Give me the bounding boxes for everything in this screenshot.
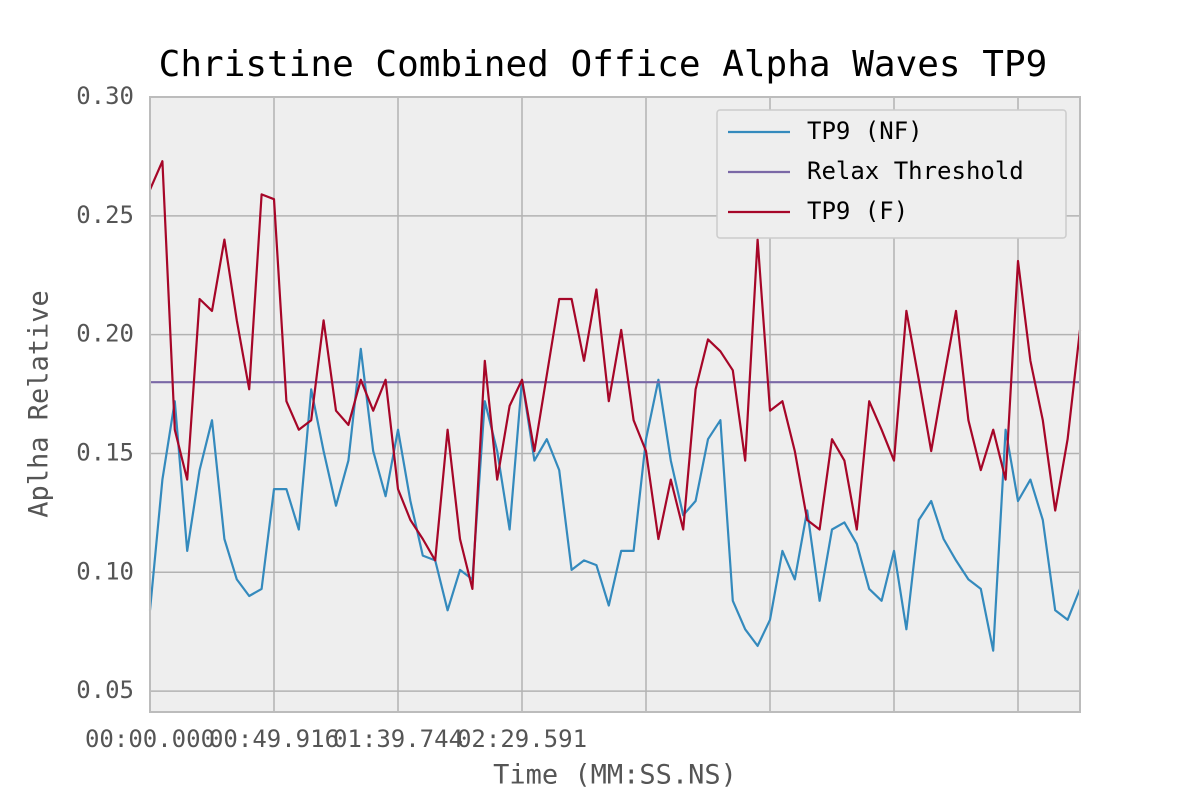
- x-tick-label: 01:39.744: [333, 725, 463, 753]
- y-axis-label: Aplha Relative: [24, 290, 55, 518]
- legend-label: TP9 (NF): [807, 117, 923, 145]
- series-line: [148, 160, 1082, 590]
- y-tick-label: 0.05: [76, 676, 134, 704]
- lines: [148, 160, 1082, 652]
- y-tick-label: 0.10: [76, 557, 134, 585]
- y-tick-label: 0.20: [76, 320, 134, 348]
- y-tick-label: 0.25: [76, 201, 134, 229]
- x-tick-label: 00:49.916: [209, 725, 339, 753]
- plot-frame: [149, 96, 1081, 713]
- legend-label: Relax Threshold: [807, 157, 1024, 185]
- x-tick-label: 00:00.000: [85, 725, 215, 753]
- x-tick-label: 02:29.591: [457, 725, 587, 753]
- legend-box: [716, 109, 1067, 239]
- legend-label: TP9 (F): [807, 197, 908, 225]
- y-tick-label: 0.15: [76, 438, 134, 466]
- x-axis-label: Time (MM:SS.NS): [493, 760, 737, 791]
- y-tick-label: 0.30: [76, 82, 134, 110]
- chart-title: Christine Combined Office Alpha Waves TP…: [159, 44, 1048, 85]
- series-line: [148, 347, 1082, 652]
- legend: TP9 (NF) Relax Threshold TP9 (F): [716, 109, 1067, 239]
